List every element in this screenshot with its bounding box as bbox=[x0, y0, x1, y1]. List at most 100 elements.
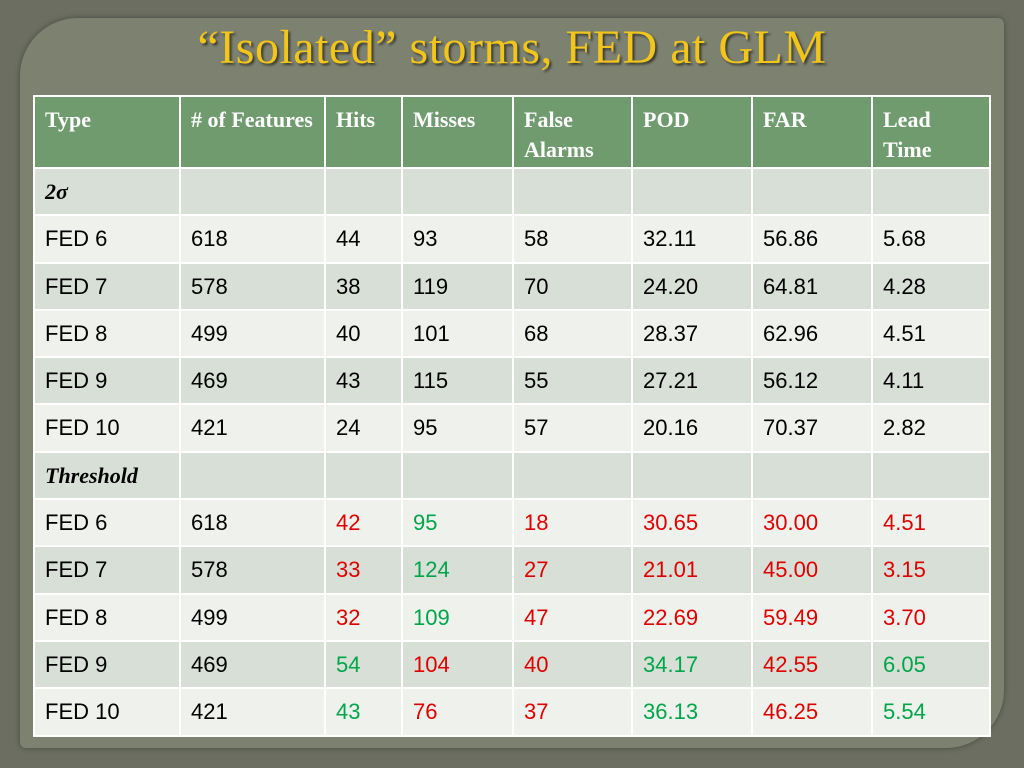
cell-far: 62.96 bbox=[751, 308, 873, 359]
cell-far: 30.00 bbox=[751, 498, 873, 548]
cell-type: FED 8 bbox=[33, 592, 181, 642]
table-row: FED 6 618 42 95 18 30.65 30.00 4.51 bbox=[33, 498, 991, 548]
cell-type: FED 8 bbox=[33, 308, 181, 359]
cell-false-alarms: 37 bbox=[512, 687, 633, 737]
cell-lead-time: 5.68 bbox=[871, 214, 991, 264]
cell-hits: 43 bbox=[324, 356, 403, 406]
results-table: Type # of Features Hits Misses False Ala… bbox=[33, 95, 991, 737]
header-misses: Misses bbox=[401, 95, 514, 169]
cell-pod: 30.65 bbox=[631, 498, 753, 548]
cell-lead-time: 3.70 bbox=[871, 592, 991, 642]
cell-pod: 24.20 bbox=[631, 261, 753, 311]
cell-far bbox=[751, 450, 873, 501]
section-label: 2σ bbox=[33, 166, 181, 217]
cell-false-alarms: 27 bbox=[512, 545, 633, 595]
cell-far: 56.86 bbox=[751, 214, 873, 264]
cell-num-features bbox=[179, 450, 326, 501]
cell-num-features: 469 bbox=[179, 356, 326, 406]
table-row: FED 9 469 43 115 55 27.21 56.12 4.11 bbox=[33, 356, 991, 406]
cell-lead-time: 6.05 bbox=[871, 639, 991, 690]
header-pod: POD bbox=[631, 95, 753, 169]
cell-hits: 44 bbox=[324, 214, 403, 264]
cell-lead-time: 2.82 bbox=[871, 403, 991, 453]
header-lead-time: Lead Time bbox=[871, 95, 991, 169]
cell-hits: 40 bbox=[324, 308, 403, 359]
cell-far bbox=[751, 166, 873, 217]
table-row: FED 6 618 44 93 58 32.11 56.86 5.68 bbox=[33, 214, 991, 264]
cell-lead-time: 3.15 bbox=[871, 545, 991, 595]
cell-misses: 109 bbox=[401, 592, 514, 642]
cell-far: 42.55 bbox=[751, 639, 873, 690]
table-row: FED 10 421 24 95 57 20.16 70.37 2.82 bbox=[33, 403, 991, 453]
cell-misses: 104 bbox=[401, 639, 514, 690]
cell-lead-time: 4.51 bbox=[871, 308, 991, 359]
cell-num-features: 578 bbox=[179, 261, 326, 311]
cell-false-alarms: 70 bbox=[512, 261, 633, 311]
cell-pod: 28.37 bbox=[631, 308, 753, 359]
cell-num-features: 421 bbox=[179, 403, 326, 453]
cell-misses: 124 bbox=[401, 545, 514, 595]
cell-false-alarms: 68 bbox=[512, 308, 633, 359]
cell-num-features: 499 bbox=[179, 592, 326, 642]
section-label: Threshold bbox=[33, 450, 181, 501]
cell-type: FED 10 bbox=[33, 687, 181, 737]
header-type: Type bbox=[33, 95, 181, 169]
cell-num-features: 618 bbox=[179, 214, 326, 264]
cell-lead-time: 5.54 bbox=[871, 687, 991, 737]
cell-misses: 119 bbox=[401, 261, 514, 311]
cell-far: 59.49 bbox=[751, 592, 873, 642]
cell-far: 70.37 bbox=[751, 403, 873, 453]
cell-false-alarms: 18 bbox=[512, 498, 633, 548]
cell-hits: 42 bbox=[324, 498, 403, 548]
cell-misses: 115 bbox=[401, 356, 514, 406]
cell-misses bbox=[401, 450, 514, 501]
cell-misses bbox=[401, 166, 514, 217]
cell-false-alarms: 58 bbox=[512, 214, 633, 264]
cell-pod: 34.17 bbox=[631, 639, 753, 690]
cell-false-alarms bbox=[512, 450, 633, 501]
cell-pod: 32.11 bbox=[631, 214, 753, 264]
cell-misses: 95 bbox=[401, 498, 514, 548]
cell-far: 64.81 bbox=[751, 261, 873, 311]
cell-num-features bbox=[179, 166, 326, 217]
table-row: FED 8 499 40 101 68 28.37 62.96 4.51 bbox=[33, 308, 991, 359]
cell-lead-time: 4.11 bbox=[871, 356, 991, 406]
cell-false-alarms: 55 bbox=[512, 356, 633, 406]
cell-pod: 27.21 bbox=[631, 356, 753, 406]
table-row: FED 9 469 54 104 40 34.17 42.55 6.05 bbox=[33, 639, 991, 690]
cell-lead-time bbox=[871, 166, 991, 217]
cell-pod: 36.13 bbox=[631, 687, 753, 737]
cell-type: FED 9 bbox=[33, 356, 181, 406]
cell-type: FED 6 bbox=[33, 214, 181, 264]
cell-lead-time: 4.51 bbox=[871, 498, 991, 548]
cell-misses: 76 bbox=[401, 687, 514, 737]
slide-title: “Isolated” storms, FED at GLM bbox=[197, 21, 827, 74]
table-row: FED 7 578 33 124 27 21.01 45.00 3.15 bbox=[33, 545, 991, 595]
cell-misses: 101 bbox=[401, 308, 514, 359]
section-row: Threshold bbox=[33, 450, 991, 501]
cell-false-alarms: 40 bbox=[512, 639, 633, 690]
header-false-alarms: False Alarms bbox=[512, 95, 633, 169]
header-num-features: # of Features bbox=[179, 95, 326, 169]
table-row: FED 7 578 38 119 70 24.20 64.81 4.28 bbox=[33, 261, 991, 311]
cell-pod: 21.01 bbox=[631, 545, 753, 595]
cell-hits: 24 bbox=[324, 403, 403, 453]
cell-false-alarms bbox=[512, 166, 633, 217]
cell-lead-time: 4.28 bbox=[871, 261, 991, 311]
header-far: FAR bbox=[751, 95, 873, 169]
cell-false-alarms: 57 bbox=[512, 403, 633, 453]
cell-hits bbox=[324, 450, 403, 501]
cell-far: 46.25 bbox=[751, 687, 873, 737]
cell-lead-time bbox=[871, 450, 991, 501]
table-header-row: Type # of Features Hits Misses False Ala… bbox=[33, 95, 991, 169]
cell-type: FED 9 bbox=[33, 639, 181, 690]
cell-num-features: 578 bbox=[179, 545, 326, 595]
cell-pod bbox=[631, 166, 753, 217]
cell-type: FED 10 bbox=[33, 403, 181, 453]
table-row: FED 8 499 32 109 47 22.69 59.49 3.70 bbox=[33, 592, 991, 642]
cell-type: FED 7 bbox=[33, 545, 181, 595]
cell-num-features: 421 bbox=[179, 687, 326, 737]
cell-pod bbox=[631, 450, 753, 501]
cell-pod: 22.69 bbox=[631, 592, 753, 642]
cell-hits: 32 bbox=[324, 592, 403, 642]
